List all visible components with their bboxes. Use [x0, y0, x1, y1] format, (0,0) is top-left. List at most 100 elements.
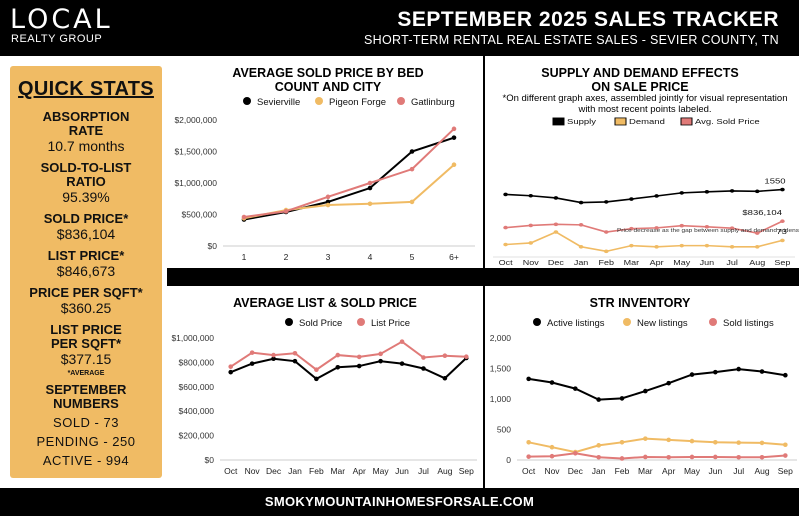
x-tick-label: Jun	[395, 466, 409, 476]
data-point	[409, 166, 415, 172]
legend-label-1: Pigeon Forge	[329, 97, 386, 108]
y-tick-label: $0	[205, 455, 215, 465]
legend-swatch-1	[614, 117, 627, 126]
data-point	[736, 454, 741, 460]
data-point	[603, 249, 609, 254]
series-line-active-listings	[528, 368, 786, 401]
quick-stats-heading: QUICK STATS	[18, 78, 154, 100]
y-tick-label: $500,000	[182, 210, 218, 220]
data-point	[578, 223, 584, 227]
data-point	[421, 366, 426, 371]
data-point	[654, 226, 659, 230]
data-point	[249, 350, 255, 355]
data-point	[666, 437, 671, 443]
data-point	[503, 242, 508, 247]
data-point	[271, 356, 276, 362]
x-tick-label: Sep	[459, 466, 474, 476]
active-count: ACTIVE - 994	[42, 453, 130, 468]
data-point	[228, 369, 234, 375]
x-tick-label: Dec	[266, 466, 282, 476]
data-point	[526, 376, 531, 382]
series-line-sold-price	[230, 357, 467, 381]
y-tick-label: $0	[208, 241, 218, 251]
x-tick-label: Jan	[592, 466, 606, 476]
legend-label-0: Active listings	[547, 318, 605, 329]
data-point	[704, 189, 710, 194]
data-point	[528, 193, 534, 198]
data-point	[325, 199, 331, 205]
data-point	[451, 135, 457, 140]
data-point	[759, 369, 765, 374]
data-point	[783, 442, 788, 448]
data-point	[679, 191, 685, 195]
y-tick-label: 0	[506, 455, 511, 465]
x-tick-label: Oct	[224, 466, 238, 476]
data-point	[729, 226, 735, 230]
annotation-text: Price decrease as the gap between supply…	[617, 228, 799, 233]
data-point	[666, 380, 671, 386]
list-price-label: LIST PRICE*	[47, 248, 125, 263]
data-point	[573, 450, 578, 456]
series-line-list-price	[230, 340, 467, 371]
x-tick-label: Aug	[754, 466, 769, 476]
chart1-title: AVERAGE SOLD PRICE BY BED COUNT AND CITY	[232, 66, 424, 94]
legend-marker-2	[397, 97, 405, 105]
legend-marker-2	[709, 318, 717, 326]
last-point-label: 73	[776, 227, 787, 236]
data-point	[654, 244, 659, 249]
x-tick-label: May	[673, 259, 691, 267]
data-point	[549, 444, 555, 450]
data-point	[629, 243, 634, 248]
data-point	[759, 454, 765, 460]
x-tick-label: Jun	[708, 466, 722, 476]
x-tick-label: Nov	[544, 466, 560, 476]
data-point	[292, 350, 298, 356]
legend-label-1: New listings	[637, 318, 688, 329]
y-tick-label: 1,500	[490, 364, 512, 374]
numbers-label: SEPTEMBER NUMBERS	[45, 382, 127, 411]
x-tick-label: Feb	[599, 259, 615, 267]
legend-label-1: Demand	[629, 117, 665, 126]
data-point	[619, 456, 625, 461]
absorption-value: 10.7 months	[47, 138, 125, 154]
x-tick-label: 3	[326, 252, 331, 262]
chart4-title: STR INVENTORY	[589, 296, 691, 310]
data-point	[704, 243, 710, 248]
data-point	[378, 358, 383, 364]
dashboard-body: QUICK STATS ABSORPTION RATE 10.7 months …	[0, 56, 799, 488]
x-tick-label: Jul	[726, 259, 738, 267]
data-point	[643, 388, 648, 394]
y-tick-label: $1,000,000	[171, 333, 214, 343]
legend-swatch-0	[552, 117, 565, 126]
data-point	[729, 189, 735, 193]
data-point	[367, 180, 373, 186]
data-point	[314, 367, 319, 373]
x-tick-label: Jun	[700, 259, 714, 267]
chart3-title: AVERAGE LIST & SOLD PRICE	[233, 296, 417, 310]
data-point	[704, 224, 710, 229]
vertical-divider	[483, 56, 485, 488]
data-point	[442, 375, 448, 381]
stl-label: SOLD-TO-LIST RATIO	[40, 160, 132, 189]
data-point	[603, 230, 609, 234]
data-point	[314, 376, 319, 382]
x-tick-label: Sep	[778, 466, 793, 476]
data-point	[503, 192, 508, 197]
data-point	[629, 226, 634, 231]
data-point	[596, 454, 601, 460]
data-point	[463, 354, 469, 360]
data-point	[619, 440, 625, 445]
data-point	[442, 353, 448, 358]
data-point	[421, 355, 426, 360]
x-tick-label: 4	[368, 252, 373, 262]
data-point	[549, 453, 555, 459]
stl-value: 95.39%	[62, 189, 110, 205]
y-tick-label: 500	[497, 425, 511, 435]
data-point	[754, 189, 760, 194]
y-tick-label: 1,000	[490, 394, 512, 404]
data-point	[553, 230, 559, 234]
data-point	[503, 225, 508, 230]
legend-marker-1	[357, 318, 365, 326]
series-line-gatlinburg	[243, 128, 455, 219]
y-tick-label: $200,000	[179, 431, 215, 441]
